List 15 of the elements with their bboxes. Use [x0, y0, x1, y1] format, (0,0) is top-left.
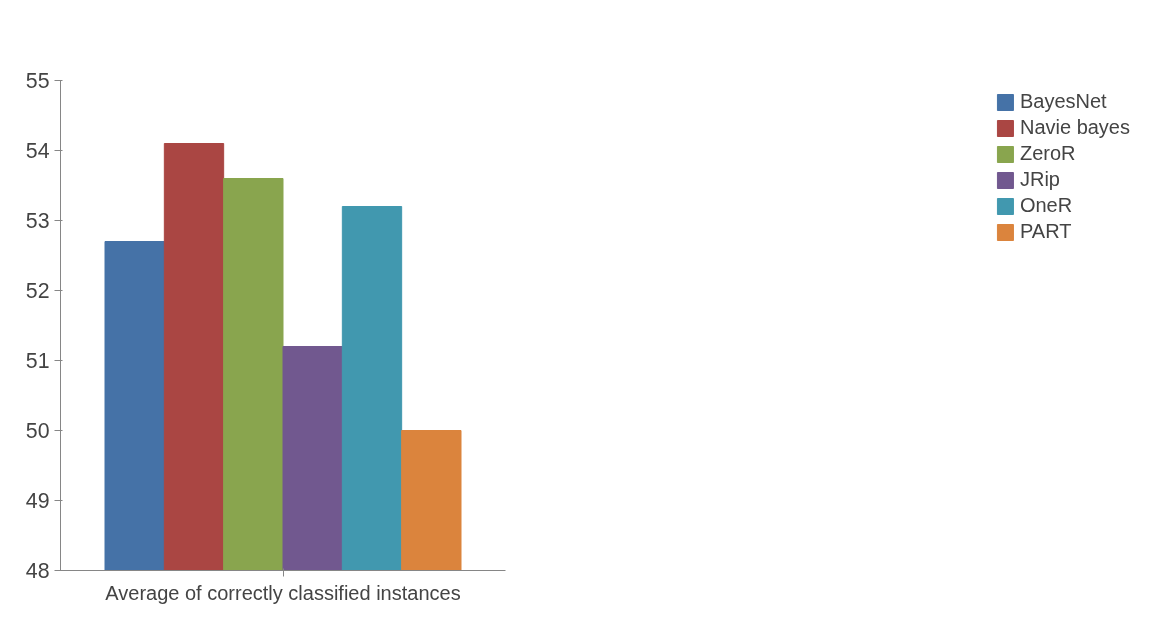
legend-label: PART	[1019, 220, 1072, 243]
y-tick-label: 55	[25, 69, 50, 93]
legend-label: JRip	[1019, 168, 1060, 191]
legend-label: Navie bayes	[1019, 116, 1130, 139]
legend-label: BayesNet	[1019, 90, 1107, 113]
y-tick-label: 48	[25, 559, 50, 583]
x-tick-label: Average of correctly classified instances	[105, 581, 461, 604]
legend-label: OneR	[1019, 194, 1073, 217]
y-tick-label: 51	[25, 349, 50, 373]
y-tick-label: 54	[25, 139, 50, 163]
y-tick-label: 53	[25, 209, 50, 233]
legend-label: ZeroR	[1019, 142, 1076, 165]
y-tick-label: 49	[25, 489, 50, 513]
y-tick-label: 50	[25, 419, 50, 443]
y-tick-label: 52	[25, 279, 50, 303]
